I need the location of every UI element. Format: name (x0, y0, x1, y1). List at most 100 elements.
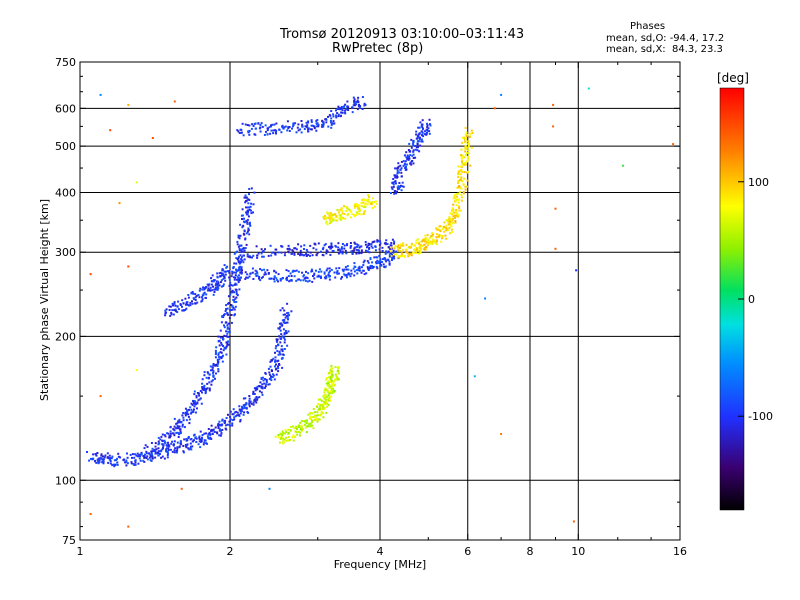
data-point (340, 108, 342, 111)
data-point (367, 269, 370, 271)
data-point (331, 250, 334, 252)
data-point (194, 436, 197, 439)
data-point (288, 314, 291, 317)
data-point (281, 434, 284, 436)
data-point (500, 433, 503, 435)
data-point (307, 272, 310, 275)
data-point (218, 284, 221, 287)
data-point (278, 363, 281, 366)
data-point (393, 247, 396, 250)
data-point (415, 239, 418, 242)
data-point (379, 262, 382, 264)
data-point (337, 113, 340, 116)
data-point (294, 427, 297, 429)
data-point (292, 269, 295, 272)
data-point (268, 487, 271, 490)
data-point (371, 201, 374, 204)
data-point (89, 513, 92, 515)
data-point (453, 195, 456, 198)
data-point (622, 164, 625, 167)
data-point (312, 427, 315, 430)
data-point (176, 431, 179, 434)
data-point (210, 369, 212, 372)
data-point (281, 335, 284, 338)
data-point (325, 275, 328, 278)
data-point (371, 197, 374, 200)
data-point (184, 407, 187, 410)
data-point (185, 307, 188, 310)
data-point (186, 301, 189, 304)
data-point (460, 199, 463, 202)
data-point (385, 260, 388, 263)
data-point (216, 286, 219, 289)
data-point (225, 341, 228, 344)
data-point (233, 416, 236, 419)
data-point (465, 152, 468, 154)
data-point (177, 308, 180, 311)
data-point (323, 271, 326, 274)
data-point (239, 271, 242, 274)
data-point (255, 396, 258, 398)
data-point (332, 380, 335, 383)
data-point (157, 450, 160, 453)
data-point (246, 273, 249, 276)
data-point (336, 108, 339, 110)
data-point (202, 443, 205, 446)
data-point (229, 424, 231, 427)
data-point (328, 399, 330, 402)
data-point (201, 299, 204, 302)
data-point (242, 397, 245, 400)
data-point (407, 155, 410, 158)
data-point (238, 274, 240, 277)
data-point (236, 278, 238, 281)
data-point (228, 327, 231, 330)
data-point (412, 144, 415, 147)
data-point (189, 406, 192, 409)
data-point (325, 402, 328, 405)
data-point (451, 213, 454, 216)
data-point (410, 160, 413, 163)
data-point (332, 387, 334, 390)
data-point (293, 270, 296, 273)
data-point (131, 456, 133, 459)
data-point (151, 456, 154, 459)
data-point (398, 186, 401, 188)
data-point (308, 279, 311, 282)
data-point (164, 312, 167, 315)
data-point (233, 252, 236, 255)
data-point (326, 250, 329, 253)
data-point (320, 399, 323, 402)
data-point (305, 276, 307, 279)
data-point (335, 267, 338, 270)
data-point (323, 214, 326, 217)
data-point (428, 240, 431, 243)
data-point (319, 250, 322, 253)
data-point (330, 390, 333, 393)
data-point (207, 284, 210, 287)
data-point (288, 126, 291, 128)
data-point (315, 418, 318, 421)
data-point (250, 202, 253, 205)
data-point (221, 423, 224, 426)
data-point (299, 128, 302, 131)
data-point (412, 149, 415, 152)
data-point (330, 123, 333, 126)
data-point (279, 309, 282, 312)
data-point (399, 255, 402, 258)
data-point (401, 252, 404, 255)
data-point (189, 304, 192, 307)
data-point (397, 185, 400, 188)
data-point (316, 252, 319, 255)
data-point (362, 261, 365, 264)
data-point (168, 434, 171, 437)
data-point (368, 200, 371, 203)
data-point (191, 300, 193, 303)
data-point (203, 432, 206, 435)
data-point (296, 433, 299, 436)
data-point (322, 416, 325, 419)
data-point (313, 125, 316, 128)
data-point (327, 380, 330, 383)
data-point (249, 205, 252, 208)
data-point (330, 217, 333, 220)
data-point (237, 245, 240, 248)
